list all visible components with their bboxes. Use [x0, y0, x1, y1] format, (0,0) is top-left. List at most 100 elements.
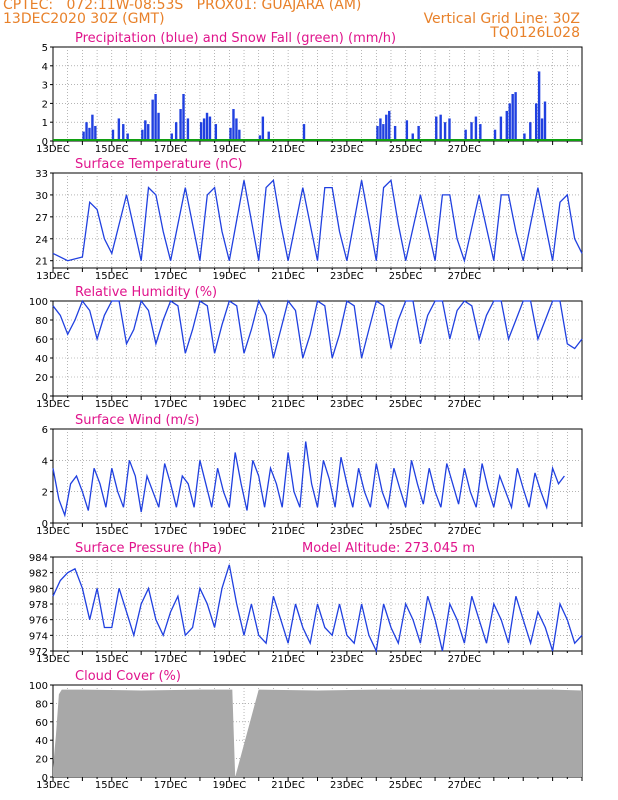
precip-bar: [154, 94, 157, 141]
x-tick-label: 17DEC: [154, 271, 188, 282]
series-line-2: [52, 299, 583, 359]
panel-frame-3: [52, 428, 583, 524]
precip-bar: [470, 122, 473, 141]
y-tick-label: 976: [29, 616, 48, 627]
x-tick-label: 21DEC: [271, 144, 305, 155]
x-tick-label: 25DEC: [389, 144, 423, 155]
precip-bar: [474, 116, 478, 141]
x-tick-label: 13DEC: [36, 271, 70, 282]
grid-note: Vertical Grid Line: 30Z: [423, 11, 580, 27]
x-tick-label: 19DEC: [212, 271, 246, 282]
y-tick-label: 0: [42, 773, 48, 784]
precip-bar: [534, 103, 538, 141]
y-tick-label: 21: [35, 257, 48, 268]
precip-bar: [147, 124, 150, 141]
y-tick-label: 1: [42, 118, 48, 129]
x-tick-label: 23DEC: [330, 271, 364, 282]
y-tick-label: 100: [29, 681, 48, 692]
panel-title-2: Relative Humidity (%): [75, 285, 217, 300]
x-tick-label: 27DEC: [448, 780, 482, 791]
y-tick-label: 60: [35, 335, 48, 346]
x-tick-label: 17DEC: [154, 144, 188, 155]
y-tick-label: 40: [35, 736, 48, 747]
precip-bar: [126, 133, 129, 141]
y-tick-label: 4: [42, 456, 48, 467]
precip-bar: [479, 124, 482, 141]
precip-bar: [182, 94, 185, 141]
precip-bar: [232, 109, 235, 141]
y-tick-label: 33: [35, 169, 48, 180]
precip-bar: [117, 118, 121, 141]
precip-bar: [499, 116, 503, 141]
y-tick-label: 27: [35, 213, 48, 224]
precip-bar: [229, 127, 232, 141]
precip-bar: [111, 129, 115, 141]
precip-bar: [439, 114, 442, 141]
x-tick-label: 15DEC: [95, 654, 129, 665]
precip-bar: [540, 118, 544, 141]
precip-bar: [417, 125, 420, 141]
x-tick-label: 23DEC: [330, 144, 364, 155]
y-tick-label: 20: [35, 373, 48, 384]
precip-bar: [202, 118, 206, 141]
x-tick-label: 21DEC: [271, 271, 305, 282]
y-tick-label: 978: [29, 600, 48, 611]
precip-bar: [388, 110, 391, 141]
y-tick-label: 30: [35, 191, 48, 202]
precip-bar: [94, 125, 97, 141]
precip-bar: [508, 103, 511, 141]
precip-bar: [382, 124, 385, 141]
precip-bar: [258, 135, 262, 141]
y-tick-label: 0: [42, 519, 48, 530]
series-line-4: [52, 564, 583, 654]
precip-bar: [179, 109, 182, 141]
x-tick-label: 17DEC: [154, 526, 188, 537]
panel-frame-2: [52, 300, 583, 397]
header-line1: CPTEC: 072:11W-08:53S PROX01: GUAJARA (A…: [3, 0, 362, 13]
y-tick-label: 0: [42, 392, 48, 403]
y-tick-label: 0: [42, 137, 48, 148]
y-tick-label: 972: [29, 647, 48, 658]
precip-bar: [443, 122, 447, 141]
precip-bar: [88, 127, 91, 141]
x-tick-label: 17DEC: [154, 780, 188, 791]
panel-frame-0: [52, 46, 583, 142]
precip-bar: [141, 129, 144, 141]
precip-bar: [238, 129, 241, 141]
precip-bar: [91, 114, 94, 141]
x-tick-label: 25DEC: [389, 271, 423, 282]
precip-bar: [170, 133, 173, 141]
precip-bar: [464, 129, 467, 141]
y-tick-label: 2: [42, 488, 48, 499]
precip-bar: [186, 118, 190, 141]
x-tick-label: 23DEC: [330, 780, 364, 791]
x-tick-label: 27DEC: [448, 271, 482, 282]
x-tick-label: 19DEC: [212, 780, 246, 791]
y-tick-label: 4: [42, 62, 48, 73]
precip-bar: [529, 122, 532, 141]
precip-bar: [405, 120, 409, 141]
x-tick-label: 21DEC: [271, 526, 305, 537]
precip-bar: [385, 114, 388, 141]
x-tick-label: 19DEC: [212, 526, 246, 537]
precip-bar: [144, 120, 147, 141]
y-tick-label: 980: [29, 584, 48, 595]
panel-title-3: Surface Wind (m/s): [75, 413, 199, 428]
x-tick-label: 19DEC: [212, 144, 246, 155]
precip-bar: [537, 71, 541, 141]
x-tick-label: 27DEC: [448, 526, 482, 537]
precip-bar: [543, 101, 547, 141]
y-tick-label: 984: [29, 553, 48, 564]
y-tick-label: 3: [42, 81, 48, 92]
y-tick-label: 100: [29, 297, 48, 308]
model-code: TQ0126L028: [490, 25, 580, 41]
x-tick-label: 15DEC: [95, 144, 129, 155]
precip-bar: [122, 124, 125, 141]
y-tick-label: 2: [42, 99, 48, 110]
x-tick-label: 21DEC: [271, 399, 305, 410]
y-tick-label: 5: [42, 43, 48, 54]
x-tick-label: 27DEC: [448, 654, 482, 665]
x-tick-label: 17DEC: [154, 654, 188, 665]
precip-bar: [302, 124, 306, 141]
